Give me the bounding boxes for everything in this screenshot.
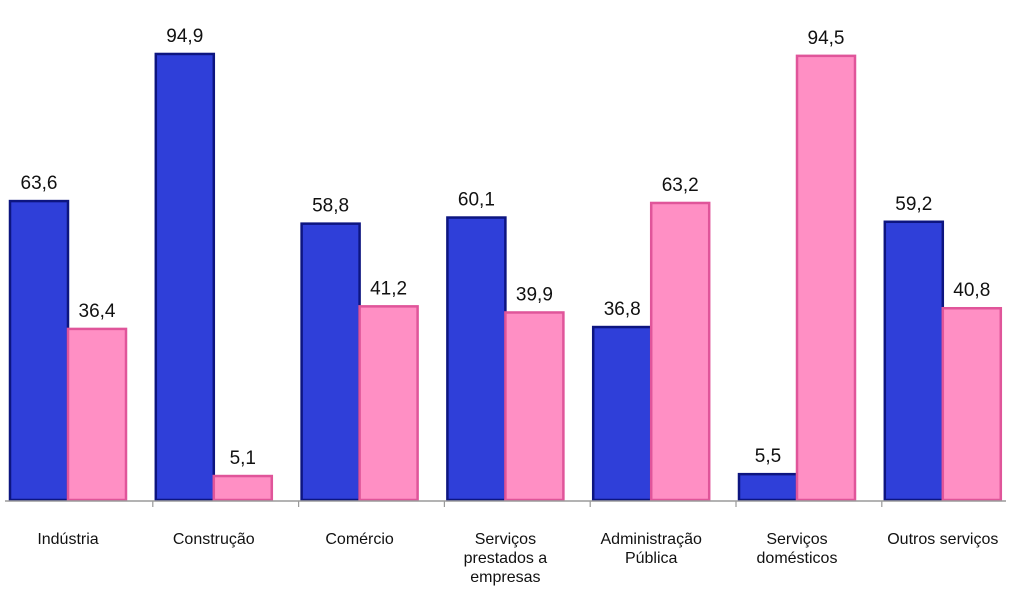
data-label: 60,1 xyxy=(458,190,495,211)
category-label: Serviços prestados a empresas xyxy=(464,531,548,586)
data-label: 36,8 xyxy=(604,299,641,320)
data-label: 41,2 xyxy=(370,278,407,299)
category-label: Construção xyxy=(173,531,255,548)
data-label: 59,2 xyxy=(895,194,932,215)
data-label: 58,8 xyxy=(312,196,349,217)
value-labels-layer: 63,6 36,4 94,9 5,1 58,8 41,2 60,1 39,9 36,8 63,2 5… xyxy=(21,26,991,469)
bars-layer xyxy=(8,52,1003,502)
bar-pink-0 xyxy=(66,327,128,502)
category-label: Comércio xyxy=(325,531,394,548)
bar-blue-1 xyxy=(154,52,216,502)
data-label: 63,6 xyxy=(21,173,58,194)
x-axis xyxy=(5,500,1006,507)
bar-pink-2 xyxy=(358,305,419,502)
bar-blue-6 xyxy=(883,220,945,502)
bar-pink-4 xyxy=(649,201,711,502)
category-label: Outros serviços xyxy=(887,531,998,548)
bar-blue-5 xyxy=(737,472,799,502)
data-label: 94,5 xyxy=(808,28,845,49)
category-label: Indústria xyxy=(37,531,98,548)
bar-pink-1 xyxy=(212,474,274,502)
data-label: 39,9 xyxy=(516,284,553,305)
data-label: 63,2 xyxy=(662,175,699,196)
category-label: Serviços domésticos xyxy=(757,531,838,567)
data-label: 40,8 xyxy=(953,280,990,301)
data-label: 36,4 xyxy=(79,301,116,322)
data-label: 5,5 xyxy=(755,446,781,467)
category-label: Administração Pública xyxy=(601,531,702,567)
bar-blue-0 xyxy=(8,199,70,502)
data-label: 94,9 xyxy=(166,26,203,47)
bar-pink-6 xyxy=(941,306,1003,502)
category-labels-layer: Indústria Construção Comércio Serviços prest… xyxy=(37,531,998,586)
bar-blue-2 xyxy=(300,222,361,502)
bar-pink-5 xyxy=(795,54,857,502)
bar-pink-3 xyxy=(504,311,565,502)
data-label: 5,1 xyxy=(230,448,256,469)
bar-blue-4 xyxy=(591,325,653,502)
bar-blue-3 xyxy=(446,216,507,502)
